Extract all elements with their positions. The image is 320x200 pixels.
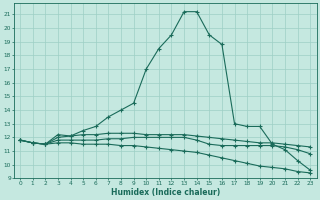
X-axis label: Humidex (Indice chaleur): Humidex (Indice chaleur) bbox=[110, 188, 220, 197]
